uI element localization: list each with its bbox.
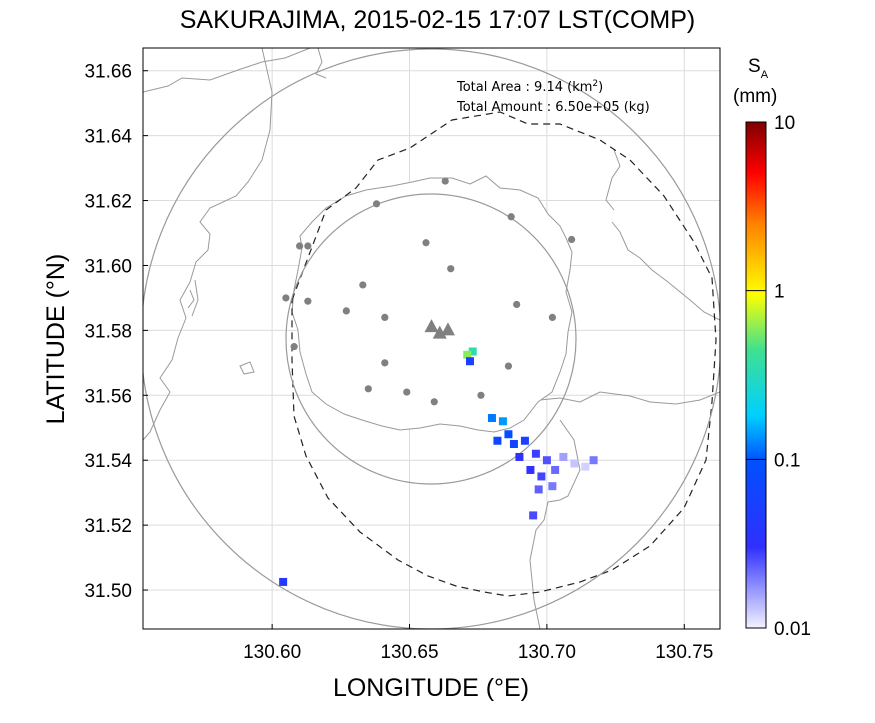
- ash-cell: [534, 485, 543, 494]
- y-tick-label: 31.58: [84, 321, 132, 342]
- station-marker: [282, 294, 290, 302]
- ash-cell: [515, 452, 524, 461]
- station-marker: [504, 362, 513, 370]
- station-marker: [422, 239, 430, 247]
- station-marker: [403, 388, 411, 396]
- plot-frame: [142, 47, 721, 630]
- islet-west: [187, 289, 255, 375]
- station-marker: [447, 265, 455, 273]
- colorbar-unit: (mm): [733, 86, 777, 107]
- coastline-west: [143, 48, 311, 441]
- station-marker: [296, 242, 304, 250]
- colorbar-label: SA: [748, 56, 769, 81]
- station-marker: [507, 213, 515, 221]
- region-boundary: [291, 111, 717, 597]
- station-marker: [304, 242, 312, 250]
- ash-cell: [279, 577, 288, 586]
- ash-cell: [542, 456, 551, 465]
- station-marker: [568, 235, 576, 244]
- y-tick-label: 31.52: [84, 516, 132, 537]
- ash-cell: [581, 462, 590, 471]
- y-tick-label: 31.64: [84, 127, 132, 148]
- y-tick-label: 31.62: [84, 192, 132, 213]
- station-marker: [430, 398, 438, 406]
- station-layer: [282, 177, 576, 406]
- vent-layer: [424, 319, 455, 339]
- station-marker: [381, 313, 389, 322]
- colorbar-tick-label: 0.01: [774, 619, 811, 640]
- colorbar-tick-label: 0.1: [774, 450, 800, 471]
- ash-cell: [570, 459, 579, 468]
- y-axis-ticks: 31.66 31.64 31.62 31.60 31.58 31.56 31.54 31.52…: [84, 62, 148, 602]
- sakurajima-coastline: [291, 175, 573, 433]
- ash-cell: [504, 430, 513, 439]
- ash-cell: [537, 472, 546, 481]
- coastline-north: [315, 48, 720, 321]
- colorbar-tick-label: 10: [774, 113, 795, 134]
- station-marker: [548, 313, 556, 322]
- station-marker: [364, 385, 372, 393]
- total-amount-text: Total Amount : 6.50e+05 (kg): [456, 100, 650, 115]
- ash-cell: [551, 465, 560, 474]
- ash-cell: [589, 456, 598, 465]
- ash-cell: [487, 414, 496, 423]
- ash-cell: [531, 449, 540, 458]
- range-ring-outer: [143, 48, 720, 629]
- chart-title: SAKURAJIMA, 2015-02-15 17:07 LST(COMP): [179, 6, 696, 34]
- y-tick-label: 31.56: [84, 386, 132, 407]
- colorbar-tick-label: 1: [774, 282, 785, 303]
- station-marker: [342, 307, 350, 315]
- station-marker: [359, 281, 367, 289]
- x-axis-ticks: 130.60 130.65 130.70 130.75: [243, 624, 713, 663]
- ash-cell: [559, 452, 568, 461]
- range-ring-inner: [285, 193, 577, 485]
- x-axis-label: LONGITUDE (°E): [333, 674, 529, 702]
- station-marker: [290, 343, 298, 351]
- ash-deposit-layer: [279, 347, 598, 586]
- x-tick-label: 130.75: [655, 642, 713, 663]
- ash-cell: [468, 347, 477, 356]
- y-tick-label: 31.50: [84, 581, 132, 602]
- colorbar-ticks: 10 1 0.1 0.01: [746, 113, 811, 640]
- x-tick-label: 130.70: [518, 642, 576, 663]
- ash-cell: [463, 350, 472, 359]
- x-tick-label: 130.60: [243, 642, 301, 663]
- station-marker: [372, 200, 381, 208]
- ash-cell: [498, 417, 507, 426]
- vent-marker: [424, 319, 439, 333]
- y-tick-label: 31.60: [84, 256, 132, 277]
- ash-cell: [465, 357, 474, 366]
- station-marker: [513, 300, 521, 309]
- ash-cell: [548, 482, 557, 491]
- y-axis-label: LATITUDE (°N): [42, 254, 70, 425]
- total-area-text: Total Area : 9.14 (km2): [456, 79, 603, 95]
- y-tick-label: 31.66: [84, 62, 132, 83]
- station-marker: [304, 297, 312, 305]
- vent-marker: [440, 322, 455, 336]
- ash-cell: [529, 511, 538, 520]
- ash-cell: [526, 465, 535, 474]
- x-tick-label: 130.65: [380, 642, 438, 663]
- station-marker: [441, 177, 449, 185]
- colorbar: [745, 121, 767, 629]
- y-tick-label: 31.54: [84, 451, 132, 472]
- station-marker: [477, 391, 485, 399]
- station-marker: [381, 359, 389, 367]
- ash-cell: [509, 439, 518, 448]
- ash-cell: [520, 436, 529, 445]
- ash-cell: [493, 436, 502, 445]
